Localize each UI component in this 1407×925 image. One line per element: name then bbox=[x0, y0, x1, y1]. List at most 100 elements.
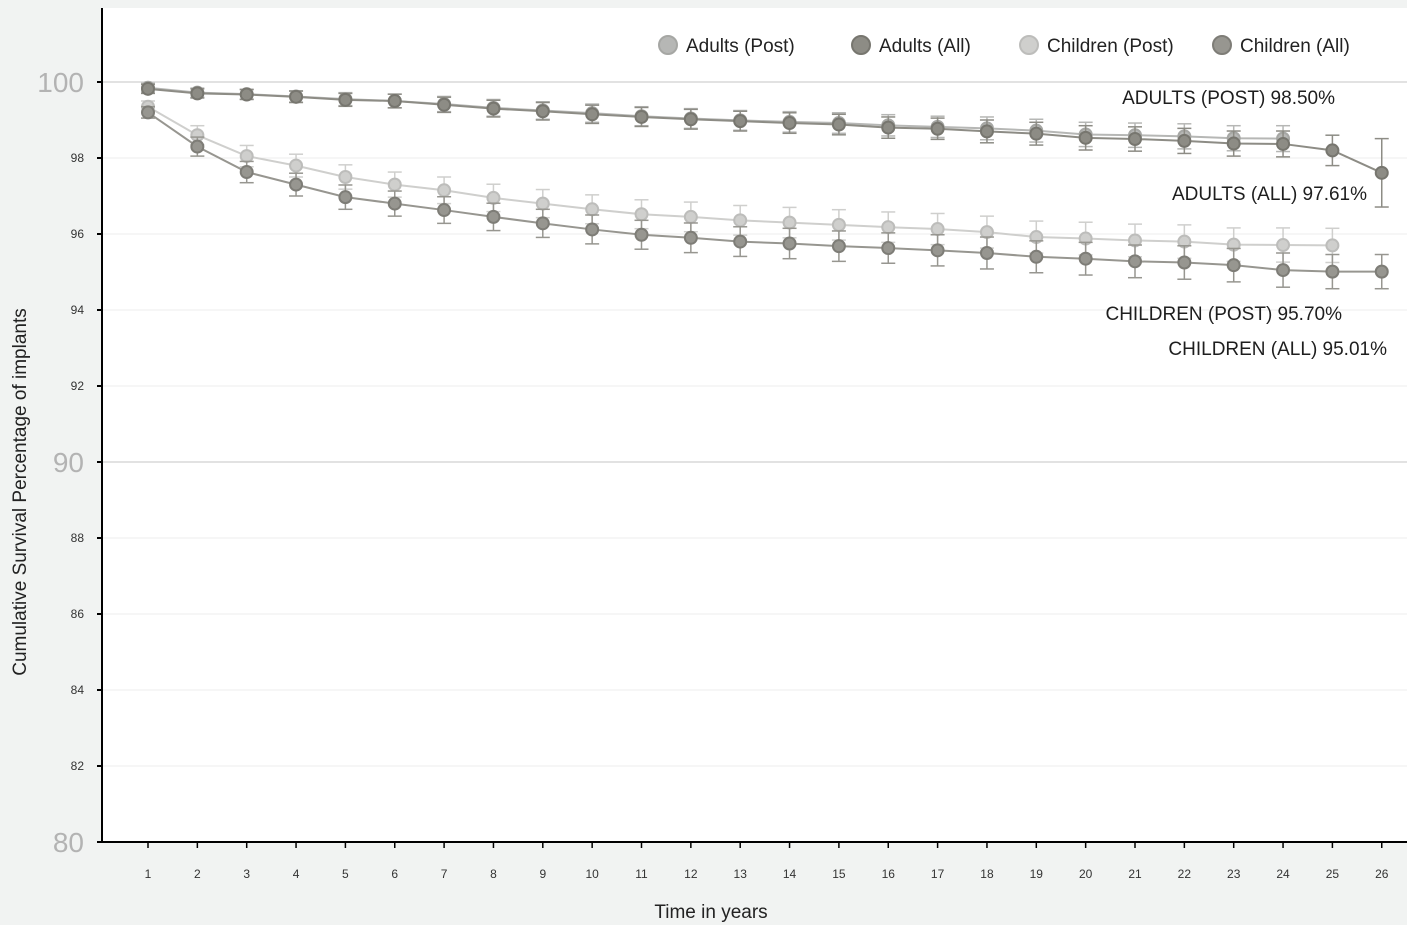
x-tick-label-10: 10 bbox=[585, 867, 599, 881]
y-tick-label-98: 98 bbox=[71, 151, 85, 165]
data-point bbox=[141, 105, 155, 120]
data-point bbox=[634, 109, 649, 124]
data-point bbox=[486, 209, 501, 224]
legend-label: Adults (Post) bbox=[686, 36, 795, 57]
axes bbox=[101, 8, 1407, 843]
annotations: ADULTS (POST) 98.50% ADULTS (ALL) 97.61% C… bbox=[1105, 88, 1387, 360]
legend-label: Children (All) bbox=[1240, 36, 1350, 57]
data-point bbox=[535, 216, 550, 231]
x-tick-label-13: 13 bbox=[734, 867, 748, 881]
x-tick-label-12: 12 bbox=[684, 867, 698, 881]
legend-swatch bbox=[851, 35, 871, 55]
x-tick-label-4: 4 bbox=[293, 867, 300, 881]
x-tick-label-25: 25 bbox=[1326, 867, 1340, 881]
data-point bbox=[585, 202, 600, 217]
data-point bbox=[190, 139, 205, 154]
x-tick-label-24: 24 bbox=[1276, 867, 1290, 881]
x-tick-label-20: 20 bbox=[1079, 867, 1093, 881]
data-series bbox=[141, 80, 1389, 290]
x-axis-ticks: 1 2 3 4 5 6 7 8 9 10 11 12 13 14 15 16 17 18 19 20 21 22 23 24 2… bbox=[145, 842, 1389, 881]
y-axis-ticks: 80 90 100 82 84 86 88 92 94 96 98 bbox=[37, 67, 102, 858]
data-point bbox=[486, 190, 501, 205]
data-point bbox=[1177, 133, 1192, 148]
data-point bbox=[1226, 136, 1241, 151]
data-point bbox=[1325, 264, 1340, 279]
y-tick-label-88: 88 bbox=[71, 531, 85, 545]
x-tick-label-5: 5 bbox=[342, 867, 349, 881]
data-point bbox=[782, 215, 797, 230]
legend-swatch bbox=[1212, 35, 1232, 55]
data-point bbox=[387, 177, 402, 192]
data-point bbox=[733, 213, 748, 228]
data-point bbox=[634, 227, 649, 242]
annotation-children-post: CHILDREN (POST) 95.70% bbox=[1105, 304, 1342, 325]
x-tick-label-21: 21 bbox=[1128, 867, 1142, 881]
data-point bbox=[1177, 255, 1192, 270]
data-point bbox=[1374, 264, 1389, 279]
y-tick-label-96: 96 bbox=[71, 227, 85, 241]
data-point bbox=[585, 107, 600, 122]
data-point bbox=[683, 209, 698, 224]
data-point bbox=[782, 236, 797, 251]
data-point bbox=[881, 120, 896, 135]
legend-item-adults-all: Adults (All) bbox=[851, 35, 971, 57]
x-tick-label-1: 1 bbox=[145, 867, 152, 881]
series-adults-all bbox=[141, 81, 1389, 208]
data-point bbox=[486, 101, 501, 116]
x-tick-label-3: 3 bbox=[243, 867, 250, 881]
data-point bbox=[1128, 132, 1142, 146]
data-point bbox=[289, 89, 304, 104]
x-tick-label-23: 23 bbox=[1227, 867, 1241, 881]
data-point bbox=[1325, 238, 1340, 253]
data-point bbox=[1276, 263, 1291, 278]
data-point bbox=[1029, 126, 1044, 141]
x-tick-label-19: 19 bbox=[1030, 867, 1044, 881]
y-tick-label-92: 92 bbox=[71, 379, 85, 393]
series-line-adults-all bbox=[147, 87, 1383, 174]
data-point bbox=[831, 217, 846, 232]
data-point bbox=[979, 124, 994, 139]
x-tick-label-14: 14 bbox=[783, 867, 797, 881]
y-tick-label-84: 84 bbox=[71, 683, 85, 697]
series-line-children-all bbox=[147, 111, 1382, 273]
data-point bbox=[930, 222, 945, 237]
x-tick-label-2: 2 bbox=[194, 867, 201, 881]
legend-item-children-all: Children (All) bbox=[1212, 35, 1350, 57]
data-point bbox=[1226, 258, 1241, 273]
annotation-adults-all: ADULTS (ALL) 97.61% bbox=[1172, 184, 1367, 205]
data-point bbox=[683, 230, 698, 245]
data-point bbox=[437, 97, 452, 112]
data-point bbox=[387, 94, 402, 108]
data-point bbox=[239, 165, 254, 180]
data-point bbox=[881, 220, 896, 235]
data-point bbox=[1374, 165, 1389, 180]
data-point bbox=[1325, 143, 1340, 158]
legend-swatch bbox=[658, 35, 678, 55]
x-tick-label-17: 17 bbox=[931, 867, 945, 881]
y-tick-label-86: 86 bbox=[71, 607, 85, 621]
x-tick-label-9: 9 bbox=[539, 867, 546, 881]
x-tick-label-7: 7 bbox=[441, 867, 448, 881]
data-point bbox=[338, 92, 353, 107]
data-point bbox=[141, 81, 155, 96]
legend-item-adults-post: Adults (Post) bbox=[658, 35, 795, 57]
x-tick-label-6: 6 bbox=[391, 867, 398, 881]
data-point bbox=[634, 207, 649, 222]
data-point bbox=[338, 170, 353, 184]
legend: Adults (Post) Adults (All) Children (Post)… bbox=[658, 35, 1350, 57]
data-point bbox=[535, 104, 550, 119]
series-children-all bbox=[141, 105, 1389, 290]
data-point bbox=[1029, 249, 1044, 264]
data-point bbox=[239, 87, 254, 102]
x-tick-label-22: 22 bbox=[1178, 867, 1192, 881]
data-point bbox=[1078, 130, 1093, 145]
data-point bbox=[1276, 238, 1291, 253]
data-point bbox=[1128, 254, 1142, 269]
y-tick-label-90: 90 bbox=[53, 447, 84, 478]
data-point bbox=[387, 196, 402, 211]
data-point bbox=[733, 114, 748, 129]
y-tick-label-100: 100 bbox=[37, 67, 84, 98]
data-point bbox=[831, 239, 846, 254]
legend-label: Adults (All) bbox=[879, 36, 971, 57]
